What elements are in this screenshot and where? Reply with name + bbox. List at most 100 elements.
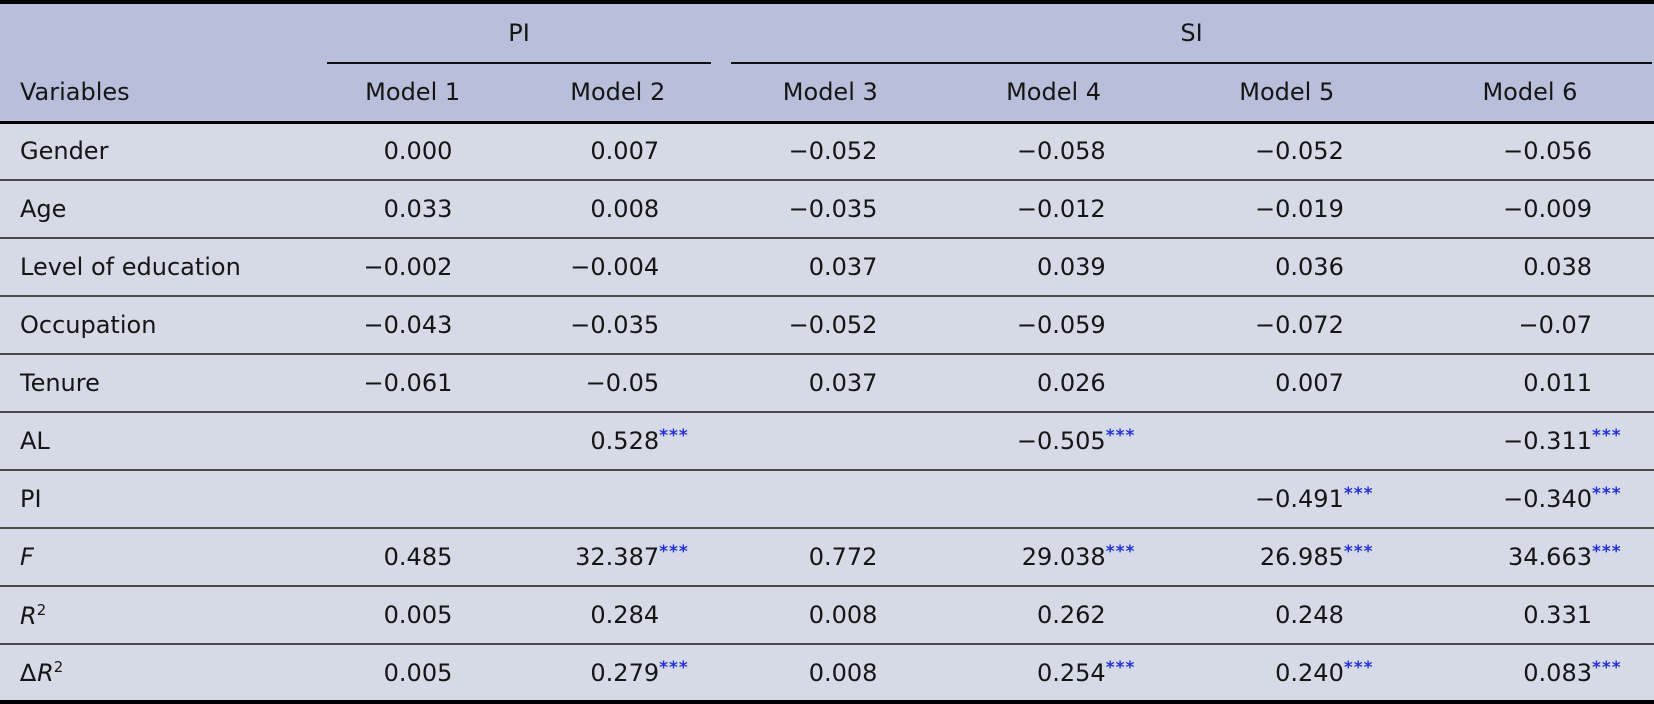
- group-header-spacer: [0, 2, 311, 64]
- cell-value: 0.254: [1036, 658, 1106, 687]
- significance-stars: ***: [659, 657, 689, 678]
- value-cell: 26.985***: [1167, 527, 1406, 586]
- value-cell: −0.002: [310, 237, 515, 296]
- row-label: F: [0, 527, 311, 586]
- row-label-text: Occupation: [20, 311, 157, 339]
- table-row: ∆R2 0.005 0.279*** 0.008 0.254*** 0.240*** 0.0…: [0, 643, 1654, 702]
- group-label-pi: PI: [508, 19, 530, 47]
- cell-value: −0.061: [363, 369, 453, 397]
- value-cell: 0.262: [939, 585, 1168, 644]
- variables-column-header: Variables: [0, 64, 311, 124]
- cell-value: 34.663: [1508, 543, 1592, 571]
- cell-value: 0.007: [1275, 369, 1344, 397]
- cell-value: −0.059: [1016, 311, 1106, 339]
- table-body: Gender 0.000 0.007 −0.052 −0.058 −0.052 −0.056…: [0, 122, 1654, 702]
- value-cell: −0.052: [721, 122, 939, 180]
- value-cell: 0.011: [1405, 353, 1654, 412]
- row-label: Gender: [0, 122, 311, 180]
- cell-value: 0.036: [1275, 253, 1344, 281]
- cell-value: −0.311: [1503, 427, 1592, 455]
- cell-value: 0.007: [590, 137, 660, 166]
- value-cell: 0.005: [310, 585, 515, 644]
- cell-value: −0.072: [1255, 311, 1344, 339]
- cell-value: −0.012: [1016, 195, 1106, 223]
- model-1-header: Model 1: [310, 64, 515, 124]
- table-row: Tenure −0.061 −0.05 0.037 0.026 0.007 0.011: [0, 353, 1654, 412]
- value-cell: −0.052: [1168, 122, 1406, 180]
- cell-value: −0.07: [1518, 311, 1592, 339]
- value-cell: 34.663***: [1405, 527, 1654, 586]
- cell-value: −0.009: [1503, 195, 1592, 223]
- value-cell: −0.009: [1405, 179, 1654, 238]
- row-label: Occupation: [0, 295, 311, 354]
- cell-value: 0.083: [1523, 658, 1592, 687]
- value-cell: −0.035: [721, 179, 940, 238]
- significance-stars: ***: [1105, 657, 1136, 678]
- cell-value: 0.331: [1523, 601, 1592, 629]
- value-cell: [514, 469, 722, 528]
- cell-value: 0.011: [1523, 369, 1592, 397]
- value-cell: 0.485: [310, 527, 515, 586]
- cell-value: 29.038: [1021, 543, 1106, 571]
- table-row: PI −0.491*** −0.340***: [0, 469, 1654, 528]
- cell-value: 26.985: [1259, 543, 1344, 571]
- value-cell: −0.056: [1406, 122, 1654, 180]
- model-6-header: Model 6: [1405, 64, 1654, 124]
- cell-value: −0.05: [585, 369, 660, 397]
- table-row: AL 0.528*** −0.505*** −0.311***: [0, 411, 1654, 470]
- value-cell: [1167, 411, 1406, 470]
- value-cell: 0.248: [1167, 585, 1406, 644]
- value-cell: [721, 411, 940, 470]
- value-cell: −0.004: [514, 237, 722, 296]
- significance-stars: ***: [659, 542, 689, 562]
- value-cell: 0.033: [310, 179, 515, 238]
- cell-value: −0.491: [1255, 485, 1344, 513]
- value-cell: 0.254***: [939, 643, 1168, 702]
- group-header-row: PI SI: [0, 2, 1654, 64]
- value-cell: 0.240***: [1167, 643, 1406, 702]
- cell-value: 0.279: [590, 658, 660, 687]
- value-cell: 0.772: [721, 527, 940, 586]
- group-header-pi: PI: [311, 2, 721, 64]
- value-cell: −0.012: [939, 179, 1168, 238]
- value-cell: 0.008: [721, 643, 940, 702]
- value-cell: 0.038: [1405, 237, 1654, 296]
- table-row: Gender 0.000 0.007 −0.052 −0.058 −0.052 −0.056: [0, 122, 1654, 180]
- cell-value: 0.039: [1036, 253, 1106, 281]
- significance-stars: ***: [659, 426, 689, 446]
- cell-value: −0.052: [788, 311, 878, 339]
- column-header-row: Variables Model 1 Model 2 Model 3 Model …: [0, 64, 1654, 124]
- row-label-superscript: 2: [36, 600, 47, 619]
- cell-value: −0.035: [788, 195, 878, 223]
- significance-stars: ***: [1592, 484, 1622, 504]
- cell-value: −0.052: [788, 137, 878, 166]
- row-label-text: Level of education: [20, 253, 241, 281]
- table-row: Level of education −0.002 −0.004 0.037 0.039…: [0, 237, 1654, 296]
- significance-stars: ***: [1343, 542, 1374, 562]
- value-cell: −0.035: [514, 295, 722, 354]
- row-label-text: R: [20, 601, 37, 630]
- row-label-text: Age: [20, 195, 67, 223]
- cell-value: 0.485: [383, 543, 453, 571]
- value-cell: −0.07: [1405, 295, 1654, 354]
- cell-value: −0.019: [1255, 195, 1344, 223]
- row-label-text: R: [37, 659, 54, 687]
- cell-value: −0.043: [363, 311, 453, 339]
- model-4-header: Model 4: [939, 64, 1168, 124]
- value-cell: 0.000: [311, 122, 514, 180]
- row-label: PI: [0, 469, 311, 528]
- value-cell: 0.279***: [514, 643, 722, 702]
- value-cell: [310, 469, 515, 528]
- cell-value: −0.505: [1016, 427, 1106, 455]
- cell-value: −0.058: [1016, 137, 1106, 166]
- cell-value: 0.772: [808, 543, 878, 571]
- group-label-si: SI: [1180, 19, 1203, 47]
- row-label-text: Gender: [20, 137, 109, 166]
- table-header: PI SI Variables Model 1 Model 2 Model 3 …: [0, 2, 1654, 124]
- value-cell: 0.026: [939, 353, 1168, 412]
- cell-value: −0.340: [1503, 485, 1592, 513]
- value-cell: −0.072: [1167, 295, 1406, 354]
- row-label: Level of education: [0, 237, 311, 296]
